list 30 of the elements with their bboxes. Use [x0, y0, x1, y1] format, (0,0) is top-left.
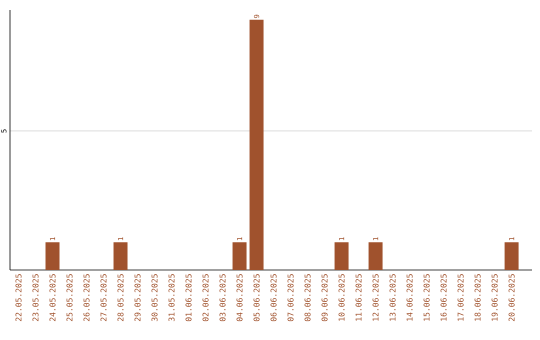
x-tick-label: 28.05.2025 [117, 274, 124, 322]
x-tick-label: 07.06.2025 [288, 274, 294, 322]
x-tick-label: 26.05.2025 [83, 274, 90, 322]
x-tick-label: 16.06.2025 [440, 274, 447, 321]
x-tick-label: 22.05.2025 [15, 274, 22, 322]
x-tick-label: 01.06.2025 [186, 274, 192, 322]
x-tick-label: 18.06.2025 [474, 274, 481, 321]
x-tick-label: 05.06.2025 [254, 274, 260, 322]
x-tick-label: 03.06.2025 [220, 274, 226, 322]
x-tick-label: 15.06.2025 [424, 274, 430, 321]
x-tick-label: 17.06.2025 [458, 274, 464, 321]
x-tick-label: 06.06.2025 [270, 274, 277, 322]
x-tick-label: 29.05.2025 [134, 274, 141, 322]
x-tick-label: 23.05.2025 [32, 274, 39, 322]
x-tick-label: 31.05.2025 [168, 274, 175, 322]
x-tick-label: 14.06.2025 [406, 274, 413, 321]
x-tick-label: 25.05.2025 [66, 274, 73, 322]
x-tick-label: 11.06.2025 [356, 274, 362, 321]
x-tick-label: 04.06.2025 [236, 274, 243, 322]
x-tick-label: 13.06.2025 [390, 274, 396, 321]
x-tick-label: 02.06.2025 [202, 274, 209, 322]
x-tick-label: 10.06.2025 [338, 274, 345, 321]
x-tick-label: 12.06.2025 [372, 274, 379, 321]
x-tick-label: 20.06.2025 [508, 274, 515, 322]
x-tick-label: 24.05.2025 [49, 274, 56, 322]
x-tick-label: 30.05.2025 [152, 274, 158, 322]
x-tick-label: 09.06.2025 [322, 274, 328, 322]
x-tick-label: 27.05.2025 [100, 274, 107, 322]
x-tick-label: 08.06.2025 [304, 274, 311, 322]
x-tick-label: 19.06.2025 [492, 274, 498, 321]
